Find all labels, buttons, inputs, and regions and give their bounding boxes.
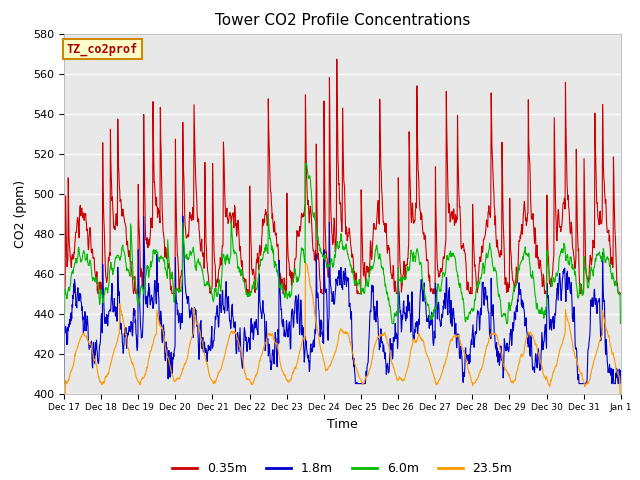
1.8m: [170, 348, 178, 353]
6.0m: [170, 300, 178, 305]
23.5m: [60, 391, 68, 396]
Legend: 0.35m, 1.8m, 6.0m, 23.5m: 0.35m, 1.8m, 6.0m, 23.5m: [167, 457, 518, 480]
1.8m: [429, 340, 437, 346]
Line: 6.0m: 6.0m: [64, 164, 621, 324]
0.35m: [502, 275, 509, 280]
0.35m: [184, 232, 191, 238]
X-axis label: Time: Time: [327, 418, 358, 431]
1.8m: [617, 381, 625, 386]
6.0m: [551, 278, 559, 284]
23.5m: [502, 367, 509, 373]
Y-axis label: CO2 (ppm): CO2 (ppm): [15, 180, 28, 248]
23.5m: [246, 378, 254, 384]
6.0m: [246, 292, 254, 298]
1.8m: [60, 381, 68, 386]
6.0m: [60, 321, 68, 326]
6.0m: [302, 161, 310, 167]
Title: Tower CO2 Profile Concentrations: Tower CO2 Profile Concentrations: [214, 13, 470, 28]
23.5m: [617, 391, 625, 396]
0.35m: [246, 209, 254, 215]
1.8m: [502, 348, 509, 354]
1.8m: [179, 213, 187, 219]
Line: 0.35m: 0.35m: [64, 59, 621, 294]
6.0m: [617, 321, 625, 326]
0.35m: [333, 56, 340, 62]
23.5m: [301, 261, 309, 266]
6.0m: [184, 257, 191, 263]
Text: TZ_co2prof: TZ_co2prof: [67, 43, 138, 56]
Line: 23.5m: 23.5m: [64, 264, 621, 394]
0.35m: [170, 291, 178, 297]
1.8m: [551, 311, 559, 316]
23.5m: [184, 354, 191, 360]
1.8m: [246, 334, 254, 339]
0.35m: [429, 291, 437, 297]
0.35m: [617, 291, 625, 297]
0.35m: [60, 291, 68, 297]
1.8m: [184, 294, 192, 300]
Line: 1.8m: 1.8m: [64, 216, 621, 384]
23.5m: [551, 365, 559, 371]
6.0m: [429, 314, 437, 320]
6.0m: [502, 316, 509, 322]
23.5m: [170, 379, 178, 384]
23.5m: [429, 371, 437, 377]
0.35m: [551, 177, 559, 183]
